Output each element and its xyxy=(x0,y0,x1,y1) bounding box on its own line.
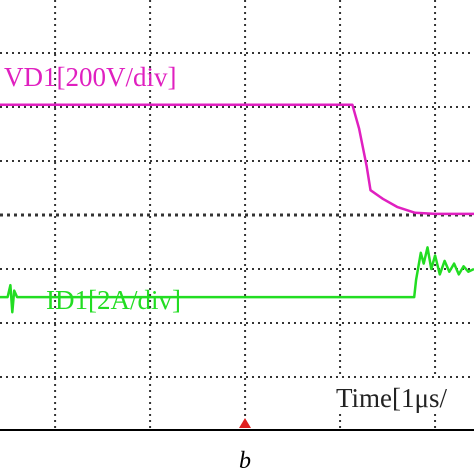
trace xyxy=(0,103,474,216)
traces xyxy=(0,103,474,314)
x-axis-label: Time[1μs/ xyxy=(336,383,448,413)
trace xyxy=(0,246,474,314)
trigger-marker xyxy=(239,418,251,428)
legend-label: VD1[200V/div] xyxy=(4,62,176,92)
grid xyxy=(0,0,474,430)
label-bg xyxy=(330,378,474,414)
legend-label: ID1[2A/div] xyxy=(46,285,181,315)
caption: b xyxy=(239,448,251,474)
